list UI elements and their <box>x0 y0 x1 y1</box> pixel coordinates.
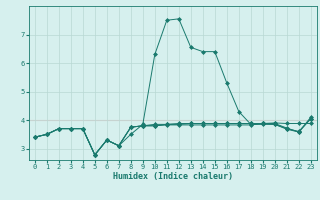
X-axis label: Humidex (Indice chaleur): Humidex (Indice chaleur) <box>113 172 233 181</box>
